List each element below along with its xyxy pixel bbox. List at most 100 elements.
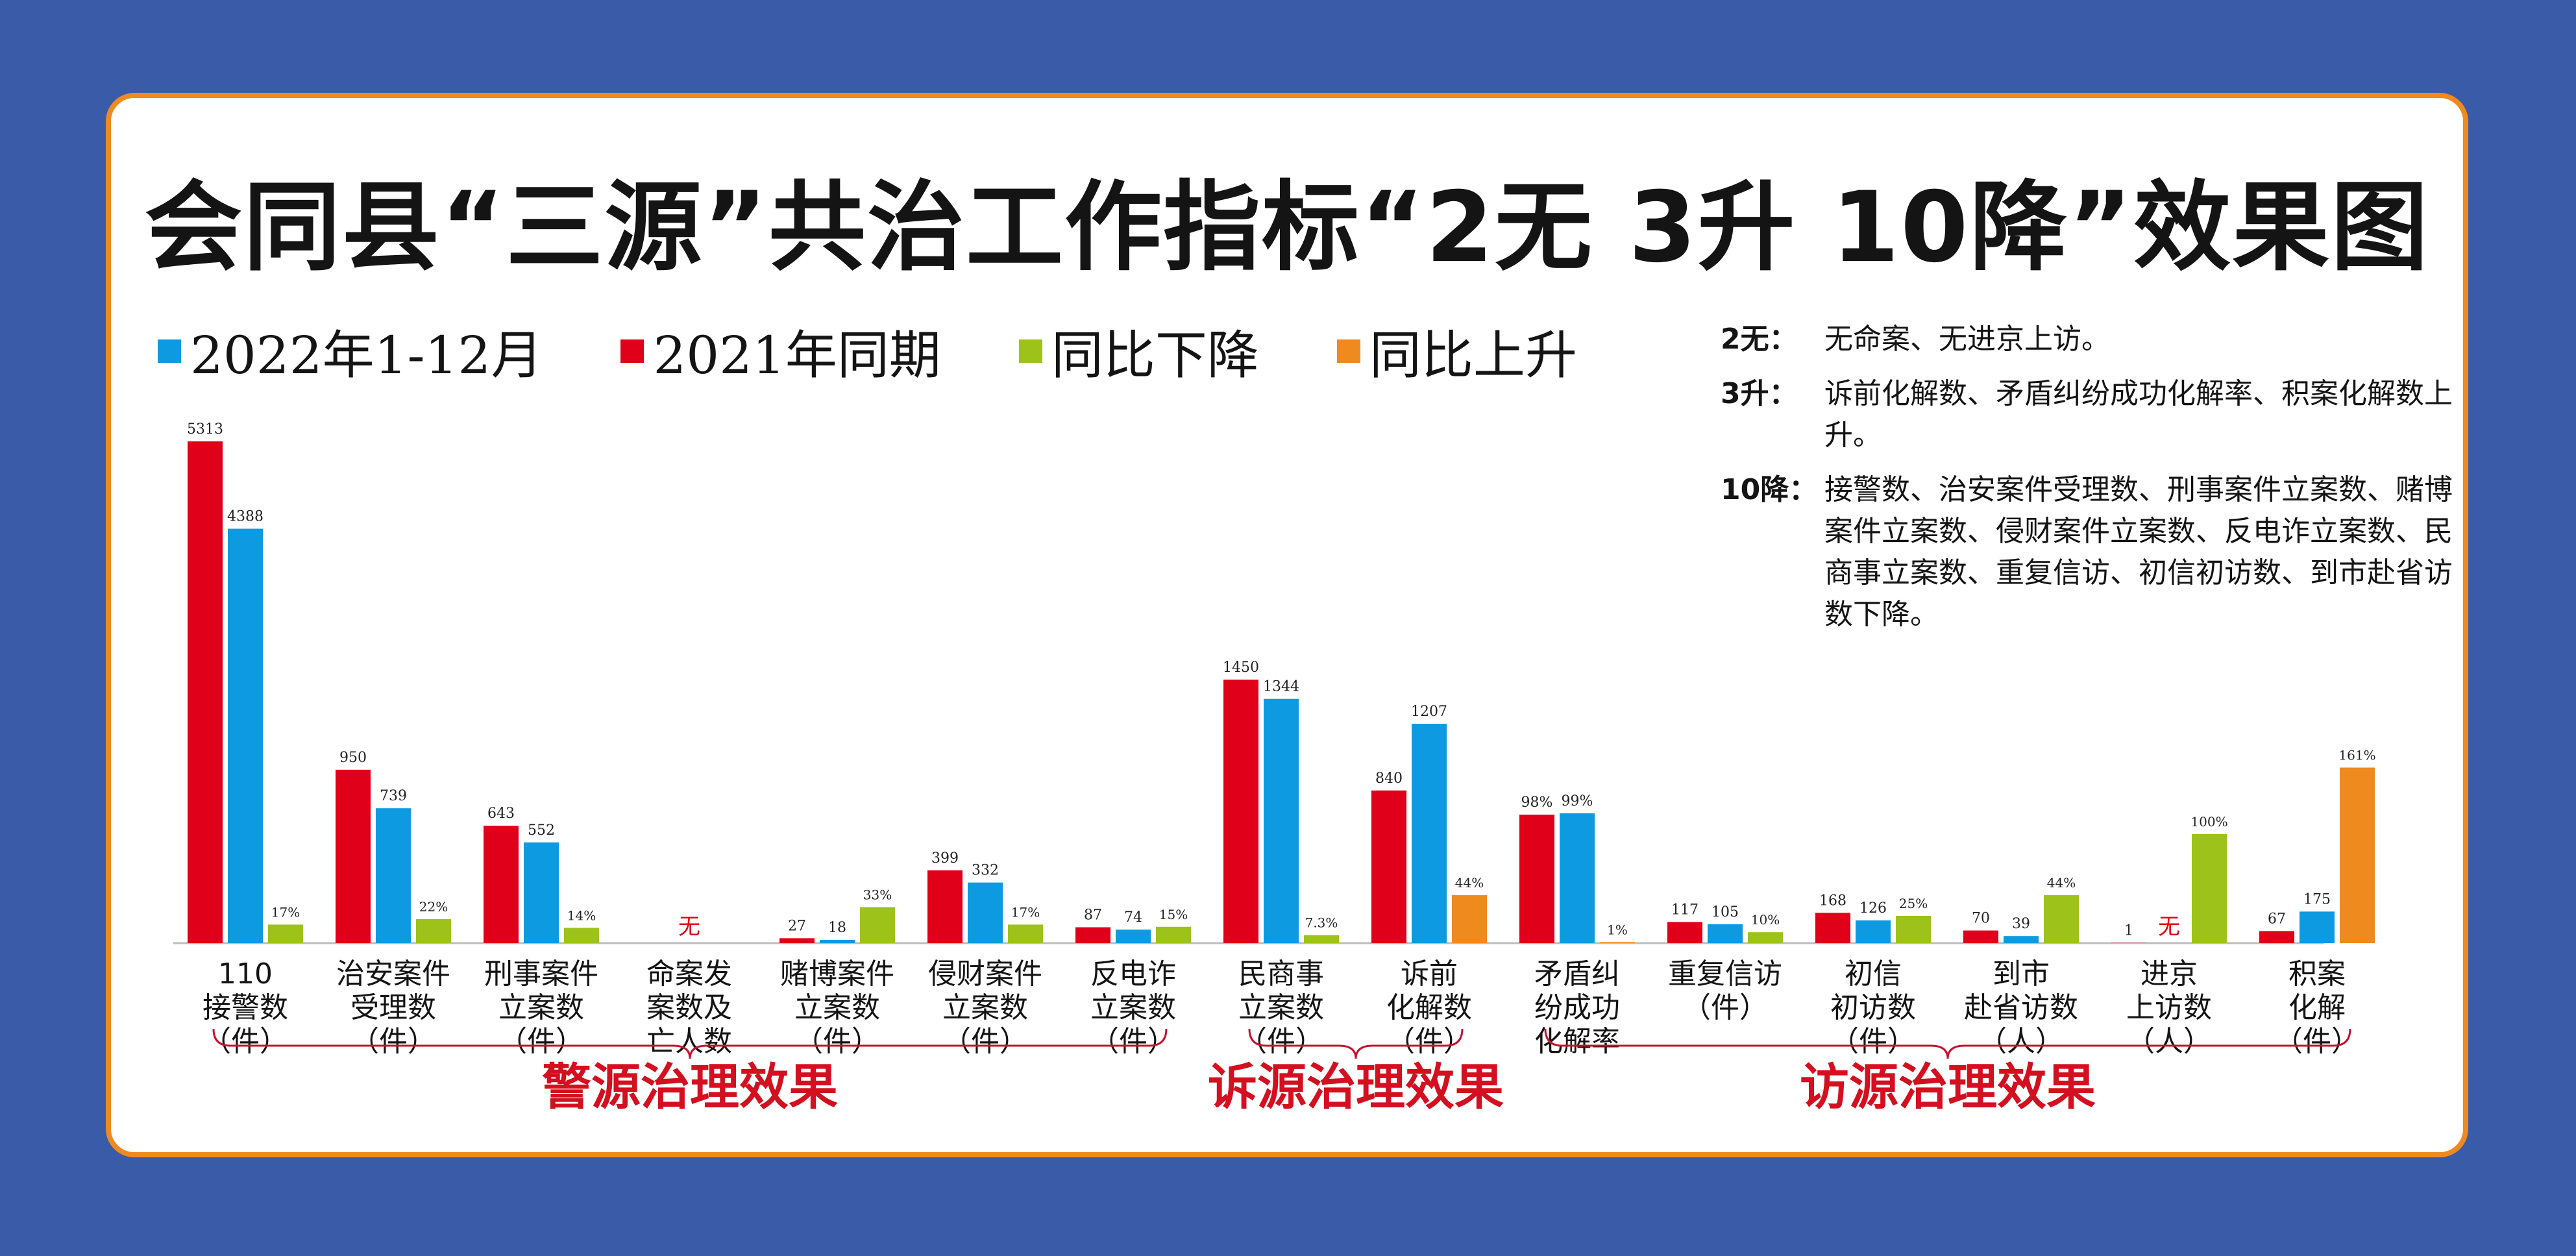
- bar-2021: [779, 938, 815, 943]
- bar-2021: [927, 870, 963, 943]
- category-label: 赌博案件: [780, 957, 894, 991]
- bar-change: [1748, 932, 1783, 943]
- bar-value-change: 1%: [1607, 922, 1628, 937]
- bar-value-2022: 739: [380, 788, 407, 804]
- bar-value-2022: 99%: [1562, 793, 1593, 809]
- category-label: 立案数: [942, 991, 1028, 1024]
- bar-value-2022: 552: [528, 822, 555, 839]
- category-label: （件）: [498, 1025, 584, 1058]
- category-label: 矛盾纠: [1534, 957, 1620, 991]
- bar-value-2022: 1344: [1263, 679, 1299, 695]
- note-key-3sheng: 3升：: [1721, 377, 1798, 410]
- bar-value-change: 25%: [1899, 896, 1928, 911]
- bar-2021: [1519, 815, 1554, 943]
- bar-2022: [1560, 813, 1595, 943]
- category-label: 接警数: [202, 991, 288, 1024]
- bar-value-change: 15%: [1159, 907, 1188, 922]
- category-label: （件）: [1682, 991, 1768, 1024]
- bar-change: [860, 907, 895, 943]
- category-label: 侵财案件: [928, 957, 1042, 991]
- legend-swatch-2022: [158, 339, 181, 363]
- bar-value-2021: 5313: [187, 421, 223, 437]
- none-label: 无: [2158, 914, 2180, 940]
- legend: 2022年1-12月 2021年同期 同比下降 同比上升: [158, 312, 1655, 390]
- bar-change: [1008, 924, 1043, 943]
- bar-change: [1156, 926, 1191, 943]
- bar-value-2022: 39: [2012, 916, 2030, 932]
- bar-value-2021: 1450: [1223, 659, 1259, 676]
- category-label: 刑事案件: [484, 957, 598, 991]
- bar-value-change: 10%: [1751, 912, 1780, 928]
- category-label: 命案发: [646, 957, 732, 991]
- bar-change: [2044, 895, 2079, 943]
- category-label: 受理数: [350, 991, 436, 1024]
- category-label: 到市: [1993, 957, 2050, 991]
- bar-value-change: 44%: [1455, 875, 1484, 891]
- legend-swatch-down: [1018, 339, 1042, 363]
- category-label: 立案数: [1090, 991, 1176, 1024]
- bar-2022: [1412, 724, 1447, 943]
- bar-change: [416, 919, 451, 943]
- bar-2021: [1667, 922, 1702, 943]
- category-label: 化解数: [1386, 991, 1472, 1024]
- category-label: （件）: [794, 1025, 880, 1058]
- category-label: （件）: [202, 1025, 288, 1058]
- category-label: （件）: [1238, 1025, 1324, 1058]
- bar-2022: [524, 842, 559, 943]
- category-label: 民商事: [1238, 957, 1324, 991]
- bar-2021: [1815, 913, 1850, 943]
- bar-value-2021: 840: [1375, 770, 1403, 787]
- bar-value-2022: 18: [828, 920, 846, 936]
- bar-2022: [376, 808, 411, 943]
- bar-change: [268, 924, 303, 943]
- bar-2021: [336, 769, 371, 943]
- bar-change: [1304, 935, 1339, 943]
- group-label: 诉源治理效果: [1208, 1058, 1504, 1116]
- category-label: （件）: [350, 1025, 436, 1058]
- bar-value-change: 7.3%: [1305, 915, 1338, 931]
- bar-2021: [188, 441, 223, 943]
- legend-label-2022: 2022年1-12月: [190, 325, 543, 386]
- bar-value-change: 22%: [419, 899, 448, 915]
- bar-value-change: 100%: [2190, 814, 2227, 830]
- category-label: 初访数: [1830, 991, 1916, 1024]
- bar-2022: [1856, 920, 1891, 943]
- bar-2021: [484, 826, 519, 943]
- bar-2022: [1264, 698, 1299, 943]
- bar-change: [564, 928, 599, 943]
- bar-change: [1896, 916, 1931, 943]
- category-label: 纷成功: [1534, 991, 1620, 1024]
- legend-swatch-up: [1336, 339, 1360, 363]
- bar-change: [2192, 834, 2227, 943]
- category-label: 治安案件: [336, 957, 450, 991]
- notes-box: 2无： 无命案、无进京上访。 3升： 诉前化解数、矛盾纠纷成功化解率、积案化解数…: [1721, 319, 2454, 648]
- bar-change: [1600, 942, 1635, 943]
- category-label: （件）: [942, 1025, 1028, 1058]
- bar-value-2021: 168: [1819, 893, 1846, 909]
- bar-value-2021: 70: [1972, 911, 1990, 927]
- bar-2021: [1075, 927, 1110, 943]
- chart-title: 会同县“三源”共治工作指标“2无 3升 10降”效果图: [144, 171, 2430, 284]
- legend-label-up: 同比上升: [1369, 325, 1577, 386]
- bar-2022: [2004, 936, 2039, 943]
- category-label: 案数及: [646, 991, 732, 1024]
- bar-value-2022: 105: [1711, 904, 1739, 920]
- bar-value-2022: 74: [1124, 909, 1142, 926]
- bar-value-2022: 175: [2303, 891, 2331, 907]
- chart-panel: 会同县“三源”共治工作指标“2无 3升 10降”效果图 2022年1-12月 2…: [106, 93, 2468, 1157]
- category-label: 诉前: [1401, 957, 1458, 991]
- group-bracket: [1544, 1028, 2351, 1059]
- category-label: 重复信访: [1668, 957, 1782, 991]
- category-label: 反电诈: [1090, 957, 1176, 991]
- bar-value-change: 161%: [2338, 748, 2375, 763]
- note-row-3sheng: 3升： 诉前化解数、矛盾纠纷成功化解率、积案化解数上升。: [1721, 373, 2454, 456]
- category-label: 立案数: [1238, 991, 1324, 1024]
- none-label: 无: [678, 914, 700, 940]
- group-bracket: [1248, 1028, 1464, 1059]
- category-label: （人）: [1978, 1025, 2064, 1058]
- category-label: 110: [218, 957, 273, 991]
- bar-value-2022: 1207: [1411, 704, 1447, 720]
- note-row-10jiang: 10降： 接警数、治安案件受理数、刑事案件立案数、赌博案件立案数、侵财案件立案数…: [1721, 469, 2454, 635]
- category-label: 进京: [2141, 957, 2198, 991]
- note-text-3sheng: 诉前化解数、矛盾纠纷成功化解率、积案化解数上升。: [1824, 377, 2453, 452]
